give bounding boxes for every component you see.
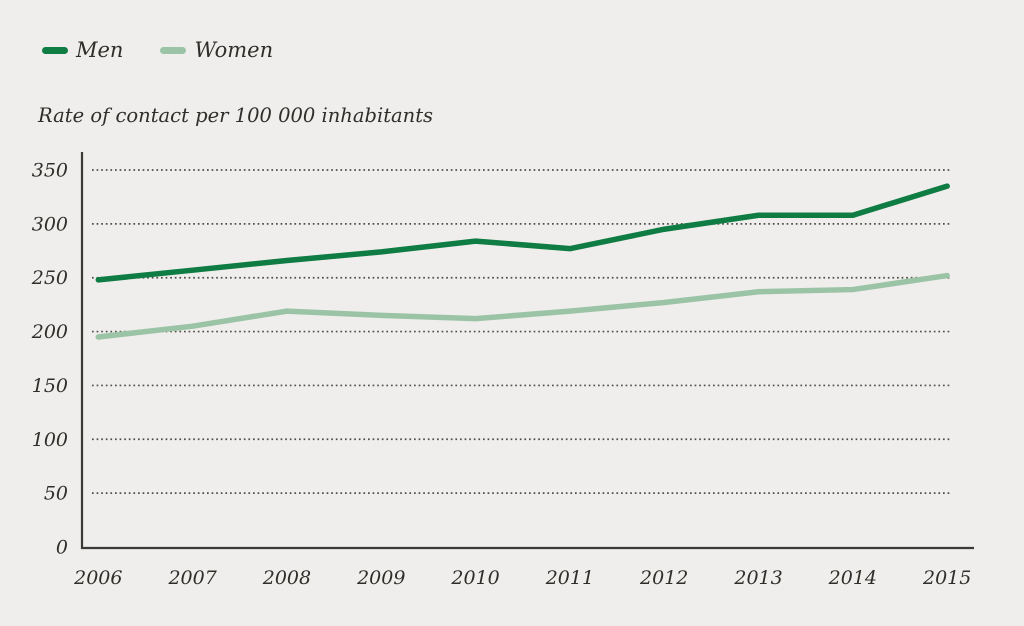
x-tick-label: 2006 bbox=[73, 567, 122, 589]
legend-label-women: Women bbox=[194, 38, 274, 62]
y-tick-label: 300 bbox=[32, 213, 68, 235]
men-line-swatch bbox=[42, 47, 68, 54]
chart-legend: Men Women bbox=[42, 40, 273, 61]
y-tick-label: 350 bbox=[32, 160, 68, 182]
x-tick-label: 2011 bbox=[545, 567, 594, 589]
x-tick-label: 2007 bbox=[167, 567, 217, 589]
women-line-swatch bbox=[160, 47, 187, 54]
x-tick-label: 2012 bbox=[639, 567, 688, 589]
women-line bbox=[95, 272, 950, 340]
x-tick-label: 2010 bbox=[450, 567, 499, 589]
chart-title: Rate of contact per 100 000 inhabitants bbox=[38, 104, 434, 127]
legend-item-women: Women bbox=[160, 40, 273, 61]
y-tick-label: 250 bbox=[31, 267, 68, 289]
legend-label-men: Men bbox=[76, 38, 124, 62]
y-tick-label: 100 bbox=[32, 429, 68, 451]
x-tick-label: 2015 bbox=[922, 567, 971, 589]
y-tick-label: 50 bbox=[44, 483, 68, 505]
y-tick-label: 150 bbox=[32, 375, 68, 397]
x-tick-label: 2008 bbox=[262, 567, 311, 589]
x-tick-label: 2014 bbox=[828, 567, 877, 589]
men-line bbox=[95, 183, 950, 283]
x-tick-label: 2013 bbox=[733, 567, 782, 589]
y-tick-label: 0 bbox=[56, 537, 68, 559]
y-tick-label: 200 bbox=[31, 321, 68, 343]
legend-item-men: Men bbox=[42, 40, 123, 61]
x-tick-label: 2009 bbox=[356, 567, 405, 589]
